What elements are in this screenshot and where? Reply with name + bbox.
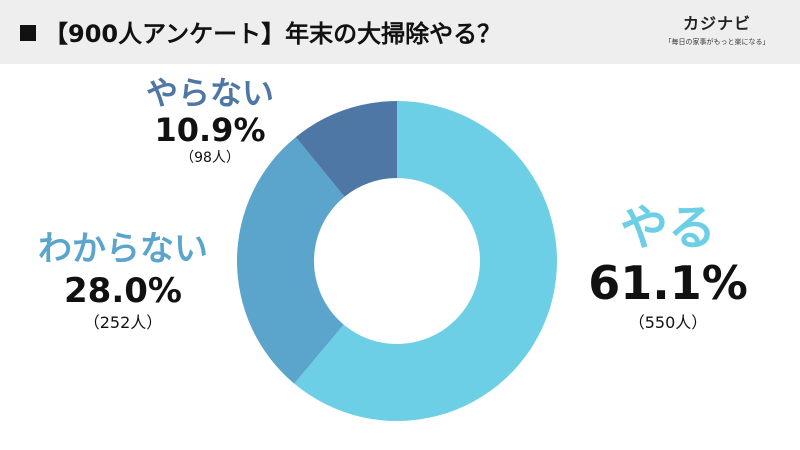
slice-count-yaru: （550人） [628,313,708,332]
donut-slice-wakaranai [237,137,345,384]
chart-title-text: 【900人アンケート】年末の大掃除やる？ [44,20,502,48]
donut-slice-yaru [294,101,557,422]
slice-name-yaru: やる [619,200,716,256]
label-wakaranai: わからない 28.0% （252人） [18,228,228,334]
slice-count-yaranai: （98人） [180,150,240,166]
slice-percent-yaru: 61.1% [588,256,748,310]
logo-name: カジナビ [682,14,751,33]
donut-slice-yaranai [295,101,397,197]
slice-name-yaranai: やらない [145,74,274,112]
brand-logo: カジナビ 「毎日の家事がもっと楽になる」 [652,10,782,47]
slice-count-wakaranai: （252人） [83,313,163,332]
slice-percent-yaranai: 10.9% [154,111,266,149]
slice-percent-wakaranai: 28.0% [64,271,182,311]
logo-tagline: 「毎日の家事がもっと楽になる」 [664,38,770,46]
chart-title: 【900人アンケート】年末の大掃除やる？ [20,14,501,49]
header-bar: 【900人アンケート】年末の大掃除やる？ カジナビ 「毎日の家事がもっと楽になる… [0,0,800,64]
slice-name-wakaranai: わからない [38,229,208,269]
label-yaru: やる 61.1% （550人） [568,200,768,336]
label-yaranai: やらない 10.9% （98人） [140,74,280,168]
title-square-icon [20,25,36,41]
